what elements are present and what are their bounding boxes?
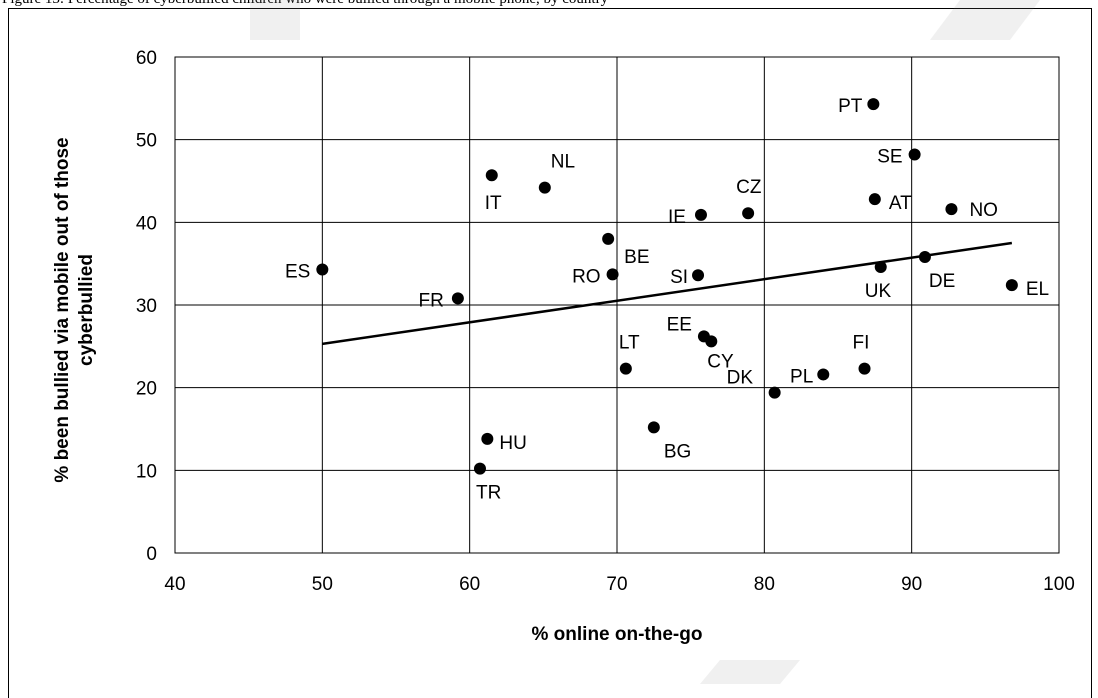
- x-axis-title: % online on-the-go: [532, 624, 703, 645]
- chart-frame: [8, 8, 1092, 698]
- data-point-label-ie: IE: [668, 207, 686, 228]
- data-point-no: [945, 203, 958, 216]
- x-tick-label: 90: [901, 574, 922, 595]
- figure-caption-text: Figure 13: Percentage of cyberbullied ch…: [2, 0, 608, 8]
- y-tick-label: 10: [136, 461, 157, 482]
- data-point-label-uk: UK: [865, 281, 892, 302]
- data-point-si: [692, 269, 705, 282]
- data-point-label-cy: CY: [707, 351, 734, 372]
- y-tick-label: 40: [136, 213, 157, 234]
- data-point-label-se: SE: [877, 147, 902, 168]
- data-point-label-no: NO: [969, 200, 998, 221]
- y-axis-title: % been bullied via mobile out of those cy…: [52, 137, 97, 482]
- data-point-label-bg: BG: [664, 441, 691, 462]
- data-point-label-pl: PL: [790, 366, 813, 387]
- data-point-label-nl: NL: [551, 152, 575, 173]
- x-tick-label: 40: [164, 574, 185, 595]
- data-point-label-fi: FI: [853, 333, 870, 354]
- y-tick-label: 20: [136, 379, 157, 400]
- data-point-cy: [705, 335, 718, 348]
- trendline: [322, 241, 1013, 346]
- data-point-pt: [867, 98, 880, 111]
- x-tick-label: 80: [754, 574, 775, 595]
- y-axis-title-line: cyberbullied: [76, 254, 97, 366]
- data-point-it: [485, 169, 498, 182]
- data-point-label-el: EL: [1026, 279, 1049, 300]
- y-tick-label: 0: [146, 544, 157, 565]
- data-point-label-pt: PT: [838, 96, 863, 117]
- data-point-cz: [742, 207, 755, 220]
- data-point-label-fr: FR: [419, 290, 444, 311]
- data-point-be: [602, 232, 615, 245]
- data-point-uk: [874, 260, 887, 273]
- x-tick-label: 70: [606, 574, 627, 595]
- data-point-ro: [606, 268, 619, 281]
- data-point-label-ro: RO: [572, 266, 601, 287]
- data-point-fi: [858, 362, 871, 375]
- y-axis-title-line: % been bullied via mobile out of those: [52, 137, 73, 482]
- data-point-label-es: ES: [285, 261, 310, 282]
- data-point-ie: [694, 208, 707, 221]
- data-point-label-be: BE: [624, 247, 649, 268]
- data-point-label-it: IT: [485, 193, 502, 214]
- data-point-at: [868, 193, 881, 206]
- data-point-se: [908, 148, 921, 161]
- data-point-fr: [451, 292, 464, 305]
- y-tick-label: 30: [136, 296, 157, 317]
- data-point-de: [918, 251, 931, 264]
- watermark-shape: [250, 0, 1040, 684]
- data-point-el: [1005, 279, 1018, 292]
- data-point-label-si: SI: [670, 267, 688, 288]
- data-point-tr: [473, 462, 486, 475]
- x-tick-label: 60: [459, 574, 480, 595]
- data-point-label-cz: CZ: [736, 177, 762, 198]
- data-point-label-at: AT: [889, 193, 912, 214]
- data-point-label-lt: LT: [619, 333, 640, 354]
- data-point-bg: [647, 421, 660, 434]
- scatter-chart: 40 50 60 70 80 90 100 0 10 20 30 40 50 60 % online on-…: [52, 48, 1075, 645]
- data-point-dk: [768, 386, 781, 399]
- data-point-hu: [481, 432, 494, 445]
- data-point-es: [316, 263, 329, 276]
- data-point-label-de: DE: [929, 271, 955, 292]
- y-tick-label: 60: [136, 48, 157, 69]
- data-point-label-ee: EE: [667, 314, 692, 335]
- data-point-label-tr: TR: [476, 483, 501, 504]
- x-tick-label: 50: [312, 574, 333, 595]
- data-point-label-dk: DK: [727, 368, 754, 389]
- data-point-nl: [538, 181, 551, 194]
- y-tick-label: 50: [136, 131, 157, 152]
- data-point-lt: [619, 362, 632, 375]
- data-point-pl: [817, 368, 830, 381]
- x-tick-label: 100: [1043, 574, 1075, 595]
- data-point-label-hu: HU: [499, 433, 526, 454]
- figure-caption: Figure 13: Percentage of cyberbullied ch…: [0, 0, 1098, 8]
